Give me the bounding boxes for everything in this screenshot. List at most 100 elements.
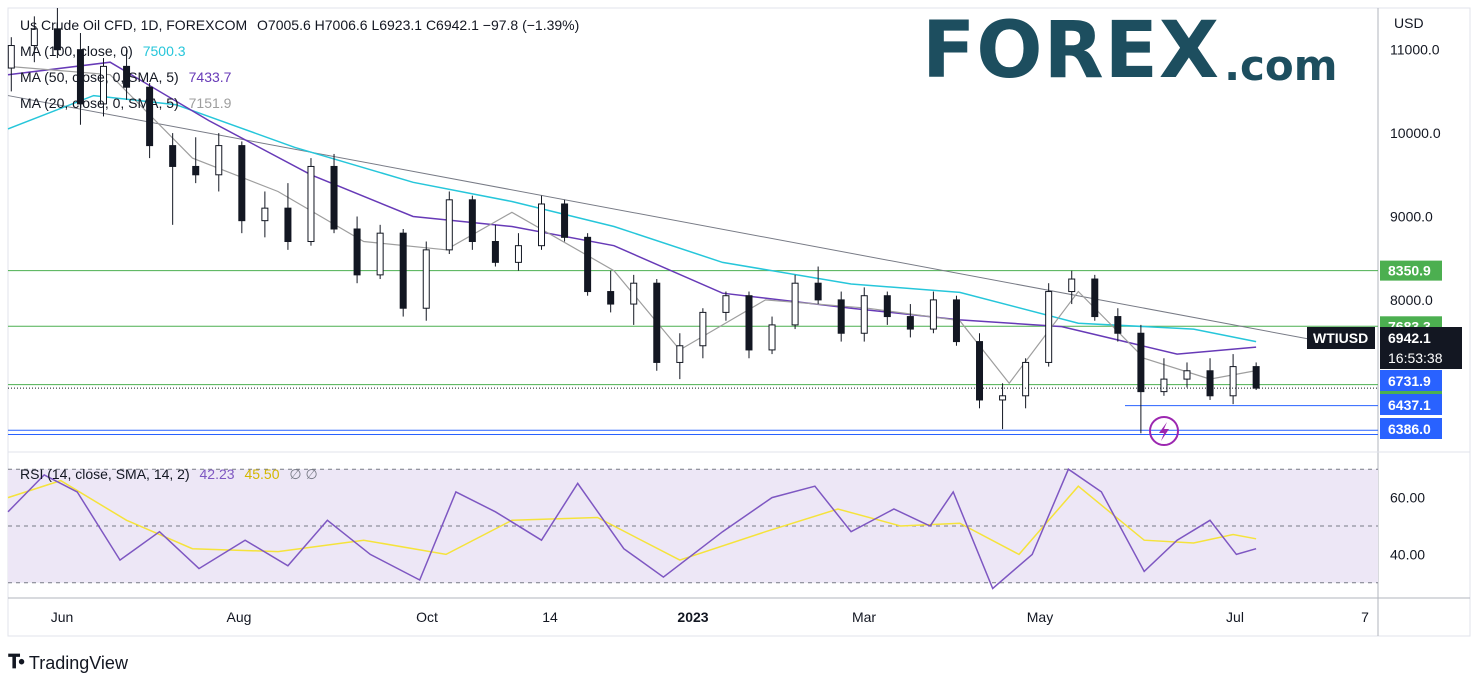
candle-body-31 [722,295,730,313]
candle-body-25 [584,236,592,293]
rsi-tick-label-0: 60.00 [1390,490,1425,506]
candle-body-7 [169,145,177,167]
current-price-label: 6942.1 [1388,330,1431,346]
candle-body-28 [653,282,661,363]
legend-rsi-sma-value: 45.50 [244,466,280,482]
candle-body-51 [1183,370,1191,380]
forex-logo-com: .com [1224,41,1338,90]
candle-body-19 [445,199,453,251]
candle-body-17 [399,232,407,309]
candle-body-49 [1137,332,1145,393]
blue-level-tag-1 [1380,394,1442,415]
candle-body-44 [1022,361,1030,397]
candle-body-48 [1114,316,1122,334]
legend-ma100-value: 7500.3 [142,43,186,59]
support-level-label-0: 8350.9 [1388,263,1431,279]
candle-body-11 [261,207,269,222]
candle-body-6 [146,86,154,147]
candle-body-53 [1229,366,1237,397]
candle-body-2 [53,28,61,51]
candle-body-45 [1045,291,1053,363]
current-price-tag [1380,327,1462,369]
time-tick-label-7: Jul [1226,609,1244,625]
candle-body-8 [192,165,200,176]
ma100-line [7,94,1257,343]
candle-body-30 [699,311,707,347]
legend-ma20-row: MA (20, close, 0, SMA, 5) 7151.9 [20,95,237,111]
candle-body-24 [561,203,569,238]
rsi-line [7,468,1257,590]
candle-body-12 [284,207,292,243]
symbol-tag-label: WTIUSD [1313,330,1368,346]
price-tick-label-3: 8000.0 [1390,292,1433,308]
candle-body-21 [491,241,499,263]
chart-frame [7,7,1471,637]
candle-body-3 [76,49,84,105]
legend-rsi-row: RSI (14, close, SMA, 14, 2) 42.23 45.50 … [20,466,324,483]
legend-ma100-label: MA (100, close, 0) [20,43,133,59]
candle-body-16 [376,232,384,276]
countdown-label: 16:53:38 [1388,350,1443,366]
tradingview-name: TradingView [28,652,128,673]
blue-level-label-1: 6437.1 [1388,397,1431,413]
candle-body-35 [814,282,822,301]
candle-body-32 [745,295,753,351]
time-tick-label-4: 2023 [677,609,708,625]
tradingview-logo-icon: 𝐓• [8,652,25,673]
blue-level-label-2: 6386.0 [1388,421,1431,437]
lightning-icon [1149,416,1179,446]
time-tick-label-3: 14 [542,609,558,625]
time-tick-label-1: Aug [227,609,252,625]
legend-ma20-label: MA (20, close, 0, SMA, 5) [20,95,179,111]
legend-ma50-row: MA (50, close, 0, SMA, 5) 7433.7 [20,69,237,85]
legend-ohlc: O7005.6 H7006.6 L6923.1 C6942.1 −97.8 (−… [257,17,580,33]
candle-body-54 [1252,366,1260,389]
candle-body-10 [238,145,246,222]
legend-ma50-value: 7433.7 [188,69,232,85]
blue-level-label-0: 6731.9 [1388,373,1431,389]
price-tick-label-0: 11000.0 [1390,42,1440,58]
time-tick-label-8: 7 [1361,609,1369,625]
blue-level-tag-2 [1380,418,1442,439]
candle-body-40 [929,299,937,330]
candle-body-50 [1160,378,1168,393]
candle-body-26 [607,291,615,305]
legend-rsi-extra: ∅ ∅ [289,466,318,482]
candle-body-41 [952,299,960,343]
ma20-line [7,65,1257,385]
candle-body-22 [514,245,522,263]
tradingview-brand[interactable]: 𝐓• TradingView [8,652,128,674]
candle-body-42 [976,341,984,401]
rsi-sma-line [7,479,1257,561]
legend-ma20-value: 7151.9 [188,95,232,111]
symbol-tag [1307,327,1375,349]
legend-symbol: Us Crude Oil CFD, 1D, FOREXCOM [20,17,248,33]
candle-body-14 [330,165,338,230]
legend-symbol-row: Us Crude Oil CFD, 1D, FOREXCOM O7005.6 H… [20,17,585,33]
candle-body-39 [906,316,914,330]
candle-body-15 [353,228,361,276]
blue-level-tag-0 [1380,370,1442,391]
price-tick-label-2: 9000.0 [1390,208,1433,224]
candle-body-29 [676,345,684,363]
price-axis-currency: USD [1394,15,1424,31]
candle-body-9 [215,145,223,176]
candle-body-46 [1068,278,1076,293]
candle-body-34 [791,282,799,326]
time-tick-label-2: Oct [416,609,438,625]
candle-body-0 [7,45,15,69]
legend-rsi-value: 42.23 [199,466,235,482]
rsi-tick-label-1: 40.00 [1390,546,1425,562]
candle-body-4 [100,65,108,105]
ma50-line [7,61,1257,355]
time-tick-label-5: Mar [852,609,876,625]
trendline [7,95,1346,347]
candle-body-27 [630,282,638,305]
candle-body-23 [538,203,546,247]
candle-body-36 [837,299,845,334]
legend-rsi-label: RSI (14, close, SMA, 14, 2) [20,466,190,482]
time-tick-label-6: May [1027,609,1053,625]
candle-body-18 [422,249,430,309]
support-level-tag-0 [1380,260,1442,281]
